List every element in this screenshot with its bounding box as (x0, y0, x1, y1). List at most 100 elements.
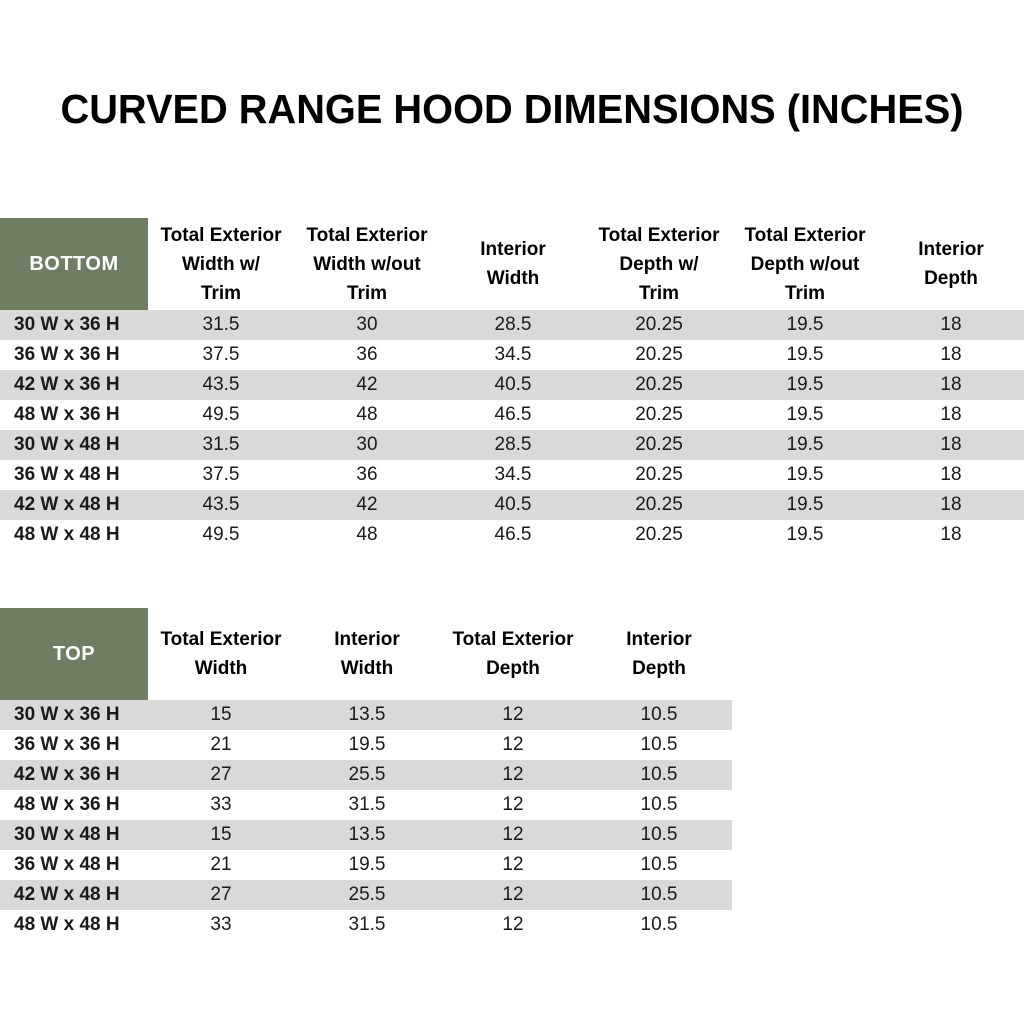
dimension-value-cell: 10.5 (640, 914, 678, 935)
row-size-label: 36 W x 36 H (14, 734, 120, 755)
dimension-value-cell: 19.5 (786, 314, 824, 335)
dimension-value-cell: 28.5 (494, 314, 532, 335)
top-table-row: 48 W x 36 H 33 31.5 12 10.5 (0, 790, 732, 820)
dimension-value-cell: 21 (210, 854, 232, 875)
dimension-value-cell: 25.5 (348, 884, 386, 905)
dimension-value-cell: 30 (356, 314, 378, 335)
dimension-value-cell: 19.5 (786, 404, 824, 425)
dimension-value-cell: 15 (210, 824, 232, 845)
row-size-label: 48 W x 48 H (14, 914, 120, 935)
dimension-value-cell: 20.25 (635, 464, 683, 485)
dimension-value-cell: 37.5 (202, 464, 240, 485)
dimension-value-cell: 12 (502, 914, 524, 935)
dimension-value-cell: 28.5 (494, 434, 532, 455)
dimension-value-cell: 43.5 (202, 494, 240, 515)
bottom-table-row: 30 W x 48 H 31.5 30 28.5 20.25 19.5 18 (0, 430, 1024, 460)
dimension-value-cell: 36 (356, 464, 378, 485)
top-table-corner-cell: TOP (0, 608, 148, 700)
bottom-table-row: 36 W x 48 H 37.5 36 34.5 20.25 19.5 18 (0, 460, 1024, 490)
dimension-value-cell: 48 (356, 404, 378, 425)
dimension-value-cell: 31.5 (348, 794, 386, 815)
row-size-label: 42 W x 36 H (14, 764, 120, 785)
dimension-value-cell: 12 (502, 764, 524, 785)
dimension-value-cell: 30 (356, 434, 378, 455)
row-size-label: 30 W x 48 H (14, 434, 120, 455)
dimension-value-cell: 19.5 (786, 524, 824, 545)
dimension-value-cell: 12 (502, 854, 524, 875)
bottom-table-body: 30 W x 36 H 31.5 30 28.5 20.25 19.5 18 36 W x 3… (0, 310, 1024, 550)
dimension-value-cell: 20.25 (635, 374, 683, 395)
top-table-body: 30 W x 36 H 15 13.5 12 10.5 36 W x 36 H 21 19.5… (0, 700, 732, 940)
dimension-value-cell: 46.5 (494, 524, 532, 545)
dimension-value-cell: 27 (210, 764, 232, 785)
row-size-label: 48 W x 36 H (14, 794, 120, 815)
top-table-row: 42 W x 36 H 27 25.5 12 10.5 (0, 760, 732, 790)
dimension-value-cell: 31.5 (202, 434, 240, 455)
bottom-table-header-row: BOTTOM Total Exterior Width w/ Trim Tota… (0, 218, 1024, 310)
dimension-value-cell: 25.5 (348, 764, 386, 785)
dimension-value-cell: 40.5 (494, 374, 532, 395)
top-table-header-row: TOP Total Exterior Width Interior Width … (0, 608, 732, 700)
dimension-value-cell: 20.25 (635, 344, 683, 365)
dimension-value-cell: 19.5 (786, 374, 824, 395)
row-size-label: 36 W x 48 H (14, 464, 120, 485)
dimension-value-cell: 19.5 (348, 734, 386, 755)
dimension-value-cell: 12 (502, 824, 524, 845)
dimension-value-cell: 10.5 (640, 764, 678, 785)
dimension-value-cell: 10.5 (640, 734, 678, 755)
dimension-value-cell: 36 (356, 344, 378, 365)
bottom-table-row: 30 W x 36 H 31.5 30 28.5 20.25 19.5 18 (0, 310, 1024, 340)
row-size-label: 30 W x 48 H (14, 824, 120, 845)
bottom-table-row: 36 W x 36 H 37.5 36 34.5 20.25 19.5 18 (0, 340, 1024, 370)
dimension-value-cell: 10.5 (640, 854, 678, 875)
dimension-value-cell: 40.5 (494, 494, 532, 515)
page-title: CURVED RANGE HOOD DIMENSIONS (INCHES) (60, 86, 964, 132)
dimension-value-cell: 18 (940, 434, 962, 455)
dimension-value-cell: 13.5 (348, 704, 386, 725)
dimension-value-cell: 31.5 (348, 914, 386, 935)
dimension-value-cell: 18 (940, 374, 962, 395)
dimension-value-cell: 21 (210, 734, 232, 755)
row-size-label: 36 W x 48 H (14, 854, 120, 875)
bottom-table-row: 48 W x 36 H 49.5 48 46.5 20.25 19.5 18 (0, 400, 1024, 430)
top-table-row: 36 W x 48 H 21 19.5 12 10.5 (0, 850, 732, 880)
top-table-row: 30 W x 36 H 15 13.5 12 10.5 (0, 700, 732, 730)
column-header-interior-depth: Interior Depth (918, 239, 984, 289)
column-header-interior-width: Interior Width (480, 239, 546, 289)
row-size-label: 42 W x 48 H (14, 494, 120, 515)
dimension-value-cell: 18 (940, 494, 962, 515)
dimension-value-cell: 19.5 (786, 494, 824, 515)
dimension-value-cell: 31.5 (202, 314, 240, 335)
top-table-row: 36 W x 36 H 21 19.5 12 10.5 (0, 730, 732, 760)
dimension-value-cell: 42 (356, 494, 378, 515)
bottom-dimensions-table: BOTTOM Total Exterior Width w/ Trim Tota… (0, 218, 1024, 550)
column-header-total-exterior-depth-with-trim: Total Exterior Depth w/ Trim (598, 224, 720, 304)
dimension-value-cell: 43.5 (202, 374, 240, 395)
dimension-value-cell: 20.25 (635, 434, 683, 455)
bottom-table-corner-cell: BOTTOM (0, 218, 148, 310)
dimension-value-cell: 18 (940, 464, 962, 485)
row-size-label: 36 W x 36 H (14, 344, 120, 365)
row-size-label: 48 W x 48 H (14, 524, 120, 545)
column-header-total-exterior-width: Total Exterior Width (160, 629, 282, 679)
row-size-label: 30 W x 36 H (14, 314, 120, 335)
dimension-value-cell: 20.25 (635, 494, 683, 515)
bottom-table-row: 42 W x 48 H 43.5 42 40.5 20.25 19.5 18 (0, 490, 1024, 520)
dimension-value-cell: 18 (940, 404, 962, 425)
top-table-row: 42 W x 48 H 27 25.5 12 10.5 (0, 880, 732, 910)
dimension-value-cell: 10.5 (640, 884, 678, 905)
dimension-value-cell: 27 (210, 884, 232, 905)
row-size-label: 48 W x 36 H (14, 404, 120, 425)
column-header-interior-width: Interior Width (334, 629, 400, 679)
dimension-value-cell: 20.25 (635, 314, 683, 335)
dimension-value-cell: 49.5 (202, 404, 240, 425)
column-header-interior-depth: Interior Depth (626, 629, 692, 679)
dimension-value-cell: 37.5 (202, 344, 240, 365)
dimension-value-cell: 33 (210, 914, 232, 935)
column-header-total-exterior-depth: Total Exterior Depth (452, 629, 574, 679)
column-header-total-exterior-width-without-trim: Total Exterior Width w/out Trim (306, 224, 428, 304)
top-table-row: 48 W x 48 H 33 31.5 12 10.5 (0, 910, 732, 940)
row-size-label: 42 W x 36 H (14, 374, 120, 395)
dimension-value-cell: 10.5 (640, 704, 678, 725)
dimension-value-cell: 10.5 (640, 794, 678, 815)
